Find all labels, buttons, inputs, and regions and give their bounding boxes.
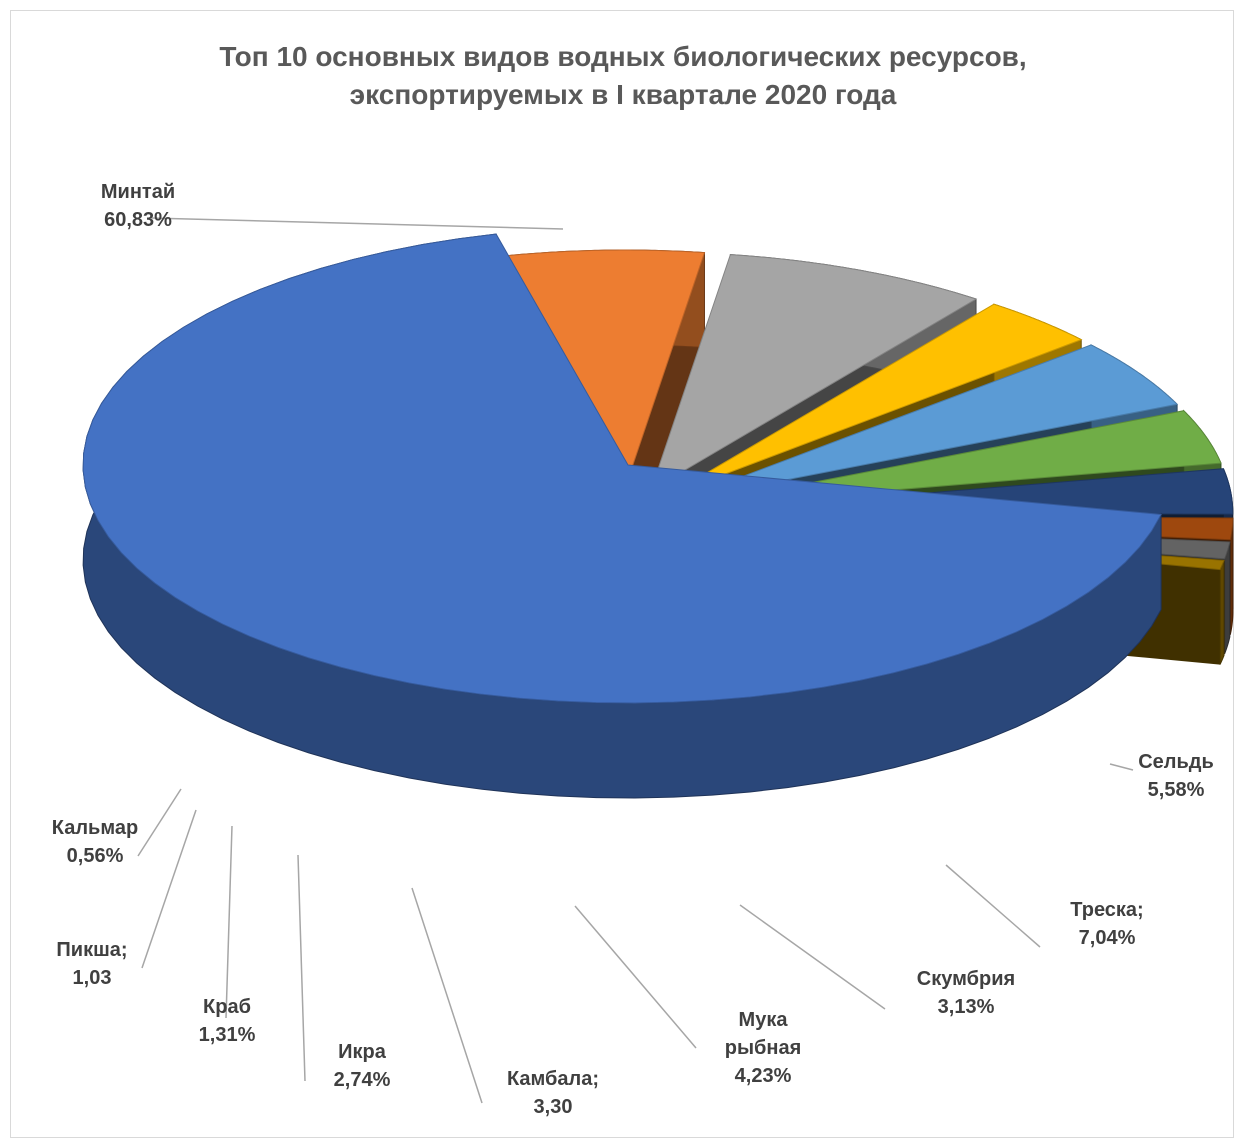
leader-line-5	[411, 887, 483, 1104]
slice-label-line: Пикша;	[56, 939, 127, 961]
slice-label-line: 2,74%	[334, 1069, 391, 1091]
slice-label-line: 5,58%	[1148, 779, 1205, 801]
slice-label-6: Икра 2,74%	[334, 1041, 391, 1091]
slice-label-line: 1,03	[73, 967, 112, 989]
slice-wall-9	[1219, 560, 1225, 665]
slice-label-9: Кальмар 0,56%	[52, 817, 138, 867]
slice-label-3: Скумбрия 3,13%	[917, 968, 1015, 1018]
slice-label-line: 60,83%	[104, 209, 172, 231]
slice-label-line: 7,04%	[1079, 927, 1136, 949]
slice-label-line: Кальмар	[52, 817, 138, 839]
slice-label-line: 3,13%	[938, 996, 995, 1018]
leader-line-3	[739, 904, 886, 1010]
slice-label-line: Краб	[203, 996, 251, 1018]
slice-label-5: Камбала; 3,30	[507, 1068, 599, 1118]
slice-top-1	[492, 249, 706, 490]
slice-label-line: Треска;	[1070, 899, 1143, 921]
slice-label-line: 1,31%	[199, 1024, 256, 1046]
slice-label-0: Минтай 60,83%	[101, 181, 175, 231]
leader-line-9	[137, 788, 182, 857]
slice-wall-8	[1224, 541, 1231, 655]
slice-label-line: Сельдь	[1138, 751, 1214, 773]
leader-line-2	[945, 864, 1041, 948]
chart-title-line-2: экспортируемых в I квартале 2020 года	[349, 79, 897, 110]
slice-label-line: Минтай	[101, 181, 175, 203]
leader-line-4	[574, 905, 697, 1049]
leader-line-7	[225, 825, 233, 1019]
leader-line-0	[149, 217, 564, 230]
chart-title: Топ 10 основных видов водных биологическ…	[0, 38, 1246, 114]
slice-label-line: 4,23%	[735, 1065, 792, 1087]
slice-label-line: 3,30	[534, 1096, 573, 1118]
slice-top-4	[678, 344, 1179, 502]
slice-label-2: Треска; 7,04%	[1070, 899, 1143, 949]
leader-line-1	[1109, 763, 1134, 771]
slice-top-0	[82, 233, 1162, 704]
slice-top-3	[668, 303, 1083, 496]
slice-top-2	[650, 254, 978, 492]
chart-title-line-1: Топ 10 основных видов водных биологическ…	[219, 41, 1027, 72]
leader-line-6	[297, 854, 306, 1082]
slice-label-line: Мука	[739, 1009, 789, 1031]
slice-label-1: Сельдь 5,58%	[1138, 751, 1214, 801]
slice-label-line: рыбная	[725, 1037, 802, 1059]
slice-label-7: Краб 1,31%	[199, 996, 256, 1046]
slice-label-line: 0,56%	[67, 845, 124, 867]
slice-label-8: Пикша; 1,03	[56, 939, 127, 989]
slice-label-4: Мука рыбная 4,23%	[725, 1009, 802, 1087]
slice-0	[82, 233, 1162, 799]
slice-label-line: Камбала;	[507, 1068, 599, 1090]
leader-line-8	[141, 809, 197, 969]
slice-label-line: Скумбрия	[917, 968, 1015, 990]
slice-label-line: Икра	[338, 1041, 387, 1063]
